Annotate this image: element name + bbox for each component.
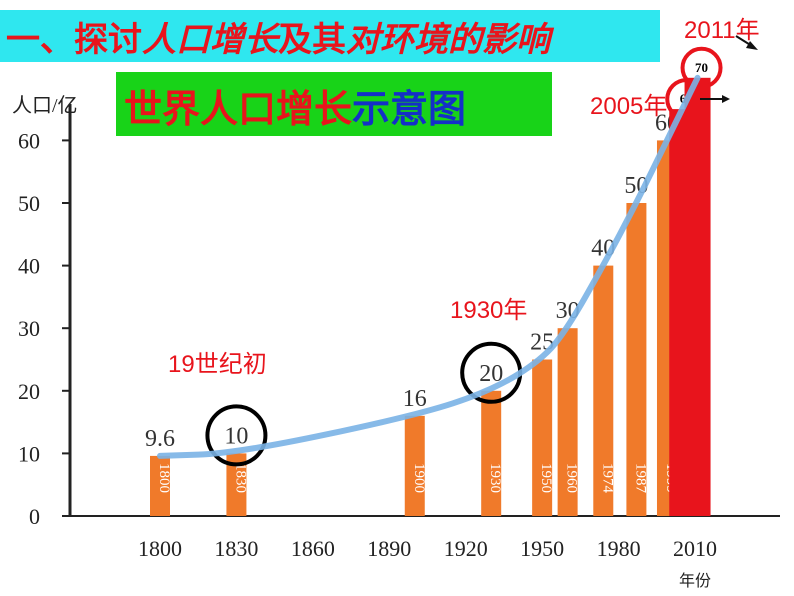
x-tick-label: 2010	[673, 536, 717, 561]
subtitle-red-part: 世界人口增长	[124, 87, 353, 131]
bar-year-label: 1987	[632, 463, 648, 494]
bar-2011	[684, 77, 711, 517]
bar-1800	[150, 455, 170, 516]
annotation-2005: 2005年	[590, 93, 668, 120]
trend-curve	[157, 74, 701, 459]
header-title: 一、探讨人口增长及其对环境的影响	[6, 12, 550, 61]
bar-year-label: 1800	[156, 463, 172, 493]
data-label: 9.6	[145, 426, 175, 452]
y-tick-label: 40	[18, 254, 40, 279]
header-title-suffix: 对环境的影响	[346, 20, 550, 60]
x-tick-label: 1890	[367, 536, 411, 561]
bar-1950	[532, 359, 553, 516]
y-tick-label: 20	[18, 379, 40, 404]
header-title-mid: 及其	[278, 20, 346, 60]
data-label: 10	[224, 423, 248, 449]
x-tick-label: 1860	[291, 536, 335, 561]
bar-1930	[481, 390, 502, 516]
bar-year-label: 1900	[411, 463, 427, 493]
header-title-italic: 人口增长	[142, 20, 278, 60]
x-tick-label: 1920	[444, 536, 488, 561]
x-tick-label: 1950	[520, 536, 564, 561]
annotation-2011: 2011年	[684, 17, 760, 44]
header-title-prefix: 一、探讨	[6, 20, 142, 60]
bar-1900	[404, 415, 425, 516]
subtitle-box	[116, 72, 552, 136]
arrow-2005-head	[722, 95, 730, 103]
chart-subtitle: 世界人口增长示意图	[124, 78, 466, 133]
y-tick-label: 60	[18, 128, 40, 153]
x-axis-label: 年份	[679, 572, 711, 590]
header-bar	[0, 10, 660, 62]
annotation-early-19th-century: 19世纪初	[168, 351, 267, 378]
bar-year-label: 1960	[564, 463, 580, 493]
x-tick-label: 1800	[138, 536, 182, 561]
bar-1974	[593, 265, 614, 516]
y-tick-label: 50	[18, 191, 40, 216]
annotation-1930: 1930年	[450, 297, 528, 324]
subtitle-blue-part: 示意图	[352, 87, 467, 131]
bar-year-label: 1950	[538, 463, 554, 493]
x-tick-label: 1980	[597, 536, 641, 561]
y-tick-label: 0	[29, 504, 40, 529]
y-tick-label: 30	[18, 316, 40, 341]
bar-year-label: 1830	[232, 463, 248, 493]
arrow-2011-head	[746, 41, 758, 50]
y-axis-label: 人口/亿	[12, 94, 78, 117]
y-tick-label: 10	[18, 441, 40, 466]
bar-year-label: 1974	[599, 463, 615, 494]
data-label: 16	[403, 386, 427, 412]
x-tick-label: 1830	[214, 536, 258, 561]
highlight-circle	[205, 404, 268, 467]
bar-year-label: 1930	[487, 463, 503, 493]
highlight-circle-red	[680, 46, 723, 89]
bar-1830	[226, 453, 247, 516]
bar-1987	[626, 203, 647, 516]
bar-1960	[557, 328, 578, 516]
data-label: 70	[695, 60, 708, 75]
